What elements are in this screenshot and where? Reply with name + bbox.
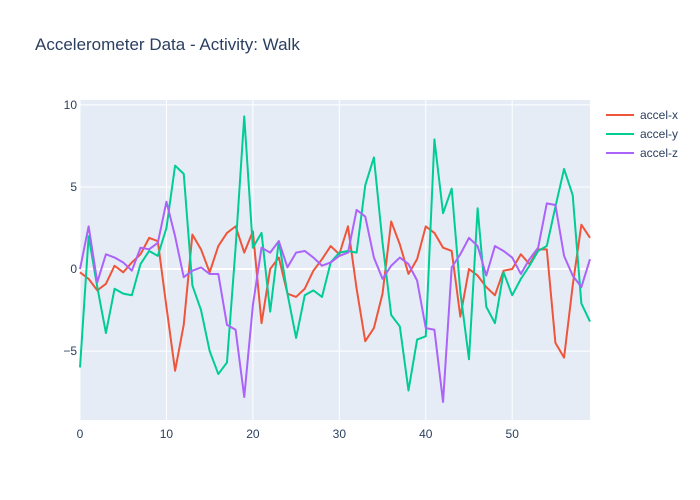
series-line-accel-z bbox=[79, 200, 591, 403]
x-tick-label: 0 bbox=[77, 427, 84, 441]
x-tick-label: 50 bbox=[506, 427, 520, 441]
y-tick-label: 5 bbox=[70, 180, 77, 194]
series-lines bbox=[79, 115, 591, 403]
grid-lines bbox=[79, 100, 590, 420]
x-tick-label: 30 bbox=[333, 427, 347, 441]
y-tick-label: 0 bbox=[70, 262, 77, 276]
chart-title: Accelerometer Data - Activity: Walk bbox=[35, 35, 300, 54]
x-tick-label: 40 bbox=[419, 427, 433, 441]
x-axis-ticks: 0 10 20 30 40 50 bbox=[77, 427, 520, 441]
series-line-accel-x bbox=[79, 220, 591, 372]
legend-item-accel-z[interactable]: accel-z bbox=[606, 146, 678, 160]
series-line-accel-y bbox=[79, 115, 591, 392]
legend-item-accel-y[interactable]: accel-y bbox=[606, 127, 678, 141]
y-tick-label: −5 bbox=[63, 344, 77, 358]
legend[interactable]: accel-x accel-y accel-z bbox=[606, 108, 678, 160]
x-tick-label: 20 bbox=[246, 427, 260, 441]
legend-label: accel-z bbox=[640, 146, 678, 160]
y-axis-ticks: −5 0 5 10 bbox=[63, 98, 77, 358]
legend-label: accel-y bbox=[640, 127, 678, 141]
x-tick-label: 10 bbox=[160, 427, 174, 441]
y-tick-label: 10 bbox=[64, 98, 78, 112]
legend-item-accel-x[interactable]: accel-x bbox=[606, 108, 678, 122]
legend-label: accel-x bbox=[640, 108, 678, 122]
